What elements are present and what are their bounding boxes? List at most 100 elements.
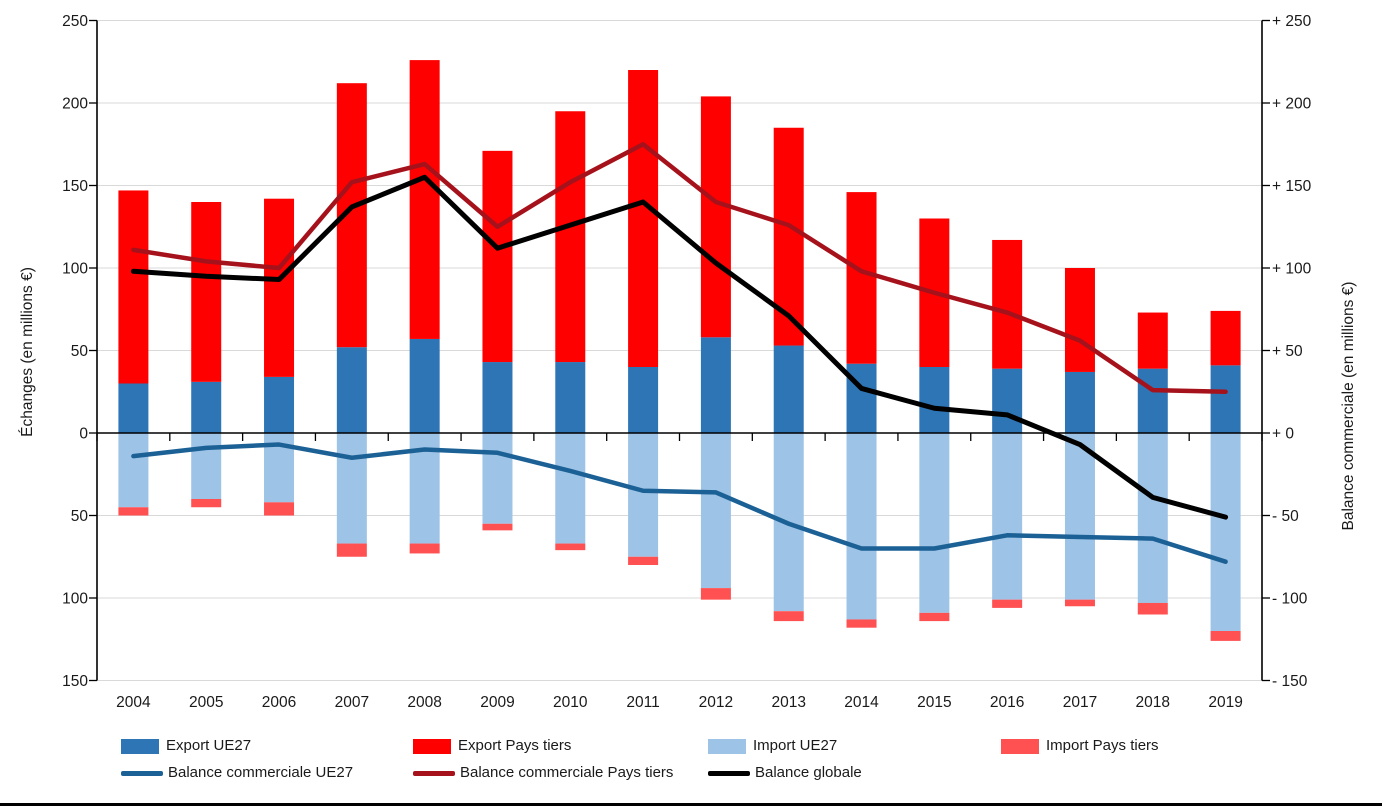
left-axis-label: 100	[62, 261, 88, 278]
left-axis-label: 100	[62, 591, 88, 608]
bar-export-pays-tiers	[992, 239, 1023, 369]
bar-import-pays-tiers	[1064, 599, 1095, 607]
bar-import-pays-tiers	[919, 612, 950, 622]
bar-export-pays-tiers	[1137, 312, 1168, 369]
legend-color-swatch	[708, 738, 746, 754]
bar-import-ue27	[1210, 433, 1241, 631]
x-axis-label: 2015	[917, 694, 951, 711]
x-axis-label: 2005	[189, 694, 223, 711]
bar-export-pays-tiers	[409, 60, 440, 339]
right-axis-label: - 50	[1272, 508, 1299, 525]
legend-color-swatch	[413, 738, 451, 754]
bar-import-ue27	[628, 433, 659, 557]
left-axis-label: 150	[62, 178, 88, 195]
legend-label: Import UE27	[753, 737, 838, 754]
bar-export-pays-tiers	[555, 111, 586, 363]
legend-label: Import Pays tiers	[1046, 737, 1159, 754]
bar-import-ue27	[992, 433, 1023, 600]
bar-import-ue27	[700, 433, 731, 589]
legend-color-swatch	[121, 738, 159, 754]
bar-import-pays-tiers	[992, 599, 1023, 608]
legend-item-import-ue27: Import UE27	[708, 738, 837, 754]
legend-label: Export Pays tiers	[458, 737, 572, 754]
bar-export-ue27	[336, 347, 367, 433]
bar-export-pays-tiers	[482, 150, 513, 363]
right-axis-label: + 0	[1272, 426, 1294, 443]
bar-export-ue27	[919, 367, 950, 433]
x-axis-label: 2016	[990, 694, 1024, 711]
legend-item-balance-commerciale-pays-tiers: Balance commerciale Pays tiers	[413, 765, 673, 781]
bar-export-ue27	[191, 381, 222, 433]
bar-import-ue27	[1137, 433, 1168, 603]
bar-export-pays-tiers	[1064, 268, 1095, 372]
bar-export-ue27	[1137, 368, 1168, 433]
bar-import-pays-tiers	[1210, 631, 1241, 641]
bar-export-pays-tiers	[1210, 310, 1241, 366]
bar-import-ue27	[1064, 433, 1095, 600]
bar-export-ue27	[1210, 365, 1241, 433]
bar-export-pays-tiers	[628, 70, 659, 367]
legend-line-marker	[121, 770, 163, 776]
bar-import-pays-tiers	[482, 523, 513, 531]
legend-label: Balance globale	[755, 764, 862, 781]
bar-import-pays-tiers	[191, 499, 222, 508]
bar-import-pays-tiers	[409, 543, 440, 554]
x-axis-label: 2018	[1136, 694, 1170, 711]
left-axis-label: 50	[71, 343, 89, 360]
bar-export-ue27	[700, 337, 731, 433]
legend-item-export-pays-tiers: Export Pays tiers	[413, 738, 571, 754]
line-balance-pays-tiers	[131, 142, 1228, 394]
legend-line-marker	[413, 770, 455, 776]
x-axis-label: 2006	[262, 694, 296, 711]
legend-label: Balance commerciale UE27	[168, 764, 354, 781]
bar-export-ue27	[773, 345, 804, 433]
bar-import-ue27	[118, 433, 149, 508]
bar-import-pays-tiers	[336, 543, 367, 557]
bar-export-pays-tiers	[846, 192, 877, 364]
legend-label: Export UE27	[166, 737, 252, 754]
right-axis-label: - 150	[1272, 673, 1308, 690]
bar-export-pays-tiers	[191, 202, 222, 382]
bar-import-pays-tiers	[1137, 602, 1168, 615]
x-axis-label: 2019	[1208, 694, 1242, 711]
bar-import-pays-tiers	[264, 502, 295, 516]
x-axis-label: 2013	[771, 694, 805, 711]
left-axis-label: 200	[62, 96, 88, 113]
x-axis-label: 2009	[480, 694, 514, 711]
bar-export-ue27	[264, 376, 295, 433]
bar-export-ue27	[409, 338, 440, 433]
bar-import-pays-tiers	[700, 588, 731, 600]
legend-item-export-ue27: Export UE27	[121, 738, 251, 754]
left-axis-label: 150	[62, 673, 88, 690]
right-axis-label: + 100	[1272, 261, 1312, 278]
bar-import-ue27	[336, 433, 367, 544]
right-axis-label: + 250	[1272, 13, 1312, 30]
legend-line-marker	[708, 770, 750, 776]
bar-import-pays-tiers	[118, 507, 149, 516]
x-axis-label: 2012	[699, 694, 733, 711]
left-axis-title: Échanges (en millions €)	[19, 267, 36, 437]
bar-import-ue27	[919, 433, 950, 613]
right-axis-label: + 50	[1272, 343, 1303, 360]
right-axis-title: Balance commerciale (en millions €)	[1340, 281, 1357, 531]
bar-export-ue27	[846, 363, 877, 433]
bar-export-ue27	[1064, 371, 1095, 433]
legend-label: Balance commerciale Pays tiers	[460, 764, 674, 781]
x-axis-label: 2017	[1063, 694, 1097, 711]
legend-item-import-pays-tiers: Import Pays tiers	[1001, 738, 1159, 754]
left-axis-label: 250	[62, 13, 88, 30]
right-axis-label: - 100	[1272, 591, 1308, 608]
bar-export-ue27	[628, 367, 659, 433]
bar-export-ue27	[992, 368, 1023, 433]
bar-import-ue27	[555, 433, 586, 544]
bar-import-pays-tiers	[846, 619, 877, 628]
x-axis-label: 2008	[407, 694, 441, 711]
legend-color-swatch	[1001, 738, 1039, 754]
bar-import-pays-tiers	[555, 543, 586, 551]
bar-export-ue27	[482, 362, 513, 433]
x-axis-label: 2004	[116, 694, 151, 711]
bar-export-ue27	[555, 362, 586, 433]
x-axis-label: 2007	[335, 694, 369, 711]
x-axis-label: 2014	[844, 694, 879, 711]
legend-item-balance-globale: Balance globale	[708, 765, 862, 781]
